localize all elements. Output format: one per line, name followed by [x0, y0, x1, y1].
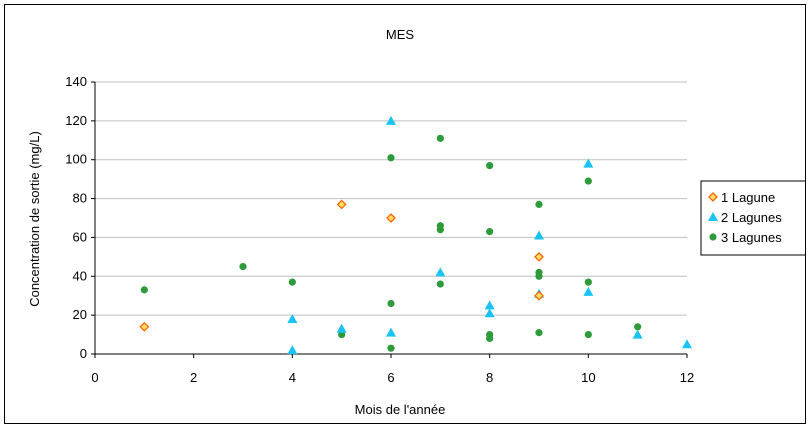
chart-frame: MES Mois de l'année Concentration de sor…: [4, 4, 812, 424]
data-point-circle: [535, 272, 543, 280]
data-point-circle: [288, 278, 296, 286]
data-point-triangle: [632, 329, 643, 339]
y-tick-label: 100: [65, 152, 87, 167]
x-tick-label: 6: [387, 370, 394, 385]
data-point-circle: [436, 226, 444, 234]
data-point-circle: [387, 154, 395, 162]
x-tick-label: 12: [680, 370, 694, 385]
data-point-circle: [486, 228, 494, 236]
legend-label: 3 Lagunes: [721, 230, 782, 245]
y-tick-label: 140: [65, 74, 87, 89]
data-point-triangle: [287, 345, 298, 355]
y-tick-label: 80: [73, 191, 87, 206]
data-point-diamond: [139, 321, 150, 332]
data-point-circle: [634, 323, 642, 331]
data-point-circle: [584, 330, 592, 339]
x-tick-label: 2: [190, 370, 197, 385]
data-point-circle: [535, 329, 543, 337]
data-point-circle: [535, 200, 543, 208]
x-tick-label: 8: [486, 370, 493, 385]
y-axis-label: Concentration de sortie (mg/L): [27, 131, 42, 307]
legend-label: 1 Lagune: [721, 190, 775, 205]
data-point-triangle: [336, 323, 347, 333]
data-point-circle: [486, 334, 494, 343]
legend-marker-triangle: [708, 212, 718, 221]
data-point-circle: [239, 262, 247, 271]
legend-box: [700, 180, 812, 256]
y-tick-label: 40: [73, 268, 87, 283]
plot-area: 0 20 40 60 80 100 120 140 0 2 4 6 8 10 12: [65, 74, 694, 385]
data-point-triangle: [435, 267, 446, 277]
y-tick-label: 120: [65, 113, 87, 128]
chart-title: MES: [386, 27, 415, 42]
data-point-circle: [140, 286, 148, 294]
data-point-circle: [387, 344, 395, 352]
data-point-triangle: [386, 115, 396, 125]
legend-marker-diamond: [708, 192, 718, 202]
legend: 1 Lagune 2 Lagunes 3 Lagunes: [700, 180, 812, 256]
legend-marker-circle: [709, 233, 717, 241]
data-point-diamond: [386, 213, 396, 223]
y-tick-label: 20: [73, 307, 87, 322]
y-tick-label: 0: [80, 346, 87, 361]
data-point-triangle: [484, 300, 495, 310]
data-point-circle: [387, 299, 395, 308]
legend-label: 2 Lagunes: [721, 210, 782, 225]
x-tick-label: 4: [289, 370, 296, 385]
scatter-chart: MES Mois de l'année Concentration de sor…: [27, 27, 812, 417]
data-point-circle: [436, 280, 444, 288]
data-point-diamond: [534, 251, 544, 262]
data-point-triangle: [583, 286, 594, 296]
data-point-circle: [436, 134, 444, 142]
data-point-circle: [584, 177, 592, 185]
data-point-triangle: [583, 158, 594, 168]
data-point-triangle: [484, 308, 495, 318]
data-point-circle: [486, 161, 494, 170]
data-point-triangle: [682, 339, 692, 349]
data-point-circle: [584, 278, 592, 286]
data-point-diamond: [534, 290, 544, 301]
x-tick-label: 0: [91, 370, 98, 385]
data-point-triangle: [386, 327, 396, 337]
data-point-triangle: [534, 230, 544, 240]
x-tick-label: 10: [581, 370, 595, 385]
x-axis-label: Mois de l'année: [355, 402, 446, 417]
data-point-diamond: [336, 199, 347, 210]
data-point-circle: [338, 330, 346, 339]
data-point-triangle: [287, 314, 298, 324]
y-tick-label: 60: [73, 229, 87, 244]
